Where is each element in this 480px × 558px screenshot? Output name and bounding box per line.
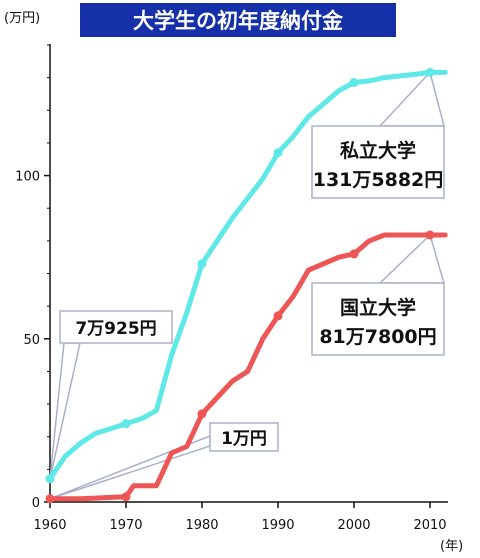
data-point <box>273 148 283 158</box>
callout-line: 私立大学 <box>340 139 416 162</box>
chart-title: 大学生の初年度納付金 <box>133 9 344 33</box>
callout-private-1960: 7万925円 <box>59 310 173 344</box>
data-point <box>45 494 55 504</box>
callout-box <box>59 310 173 344</box>
y-tick-label: 100 <box>15 170 40 185</box>
data-point <box>121 492 131 502</box>
callout-private-2010: 私立大学 131万5882円 <box>311 125 445 199</box>
callout-box <box>209 422 279 452</box>
data-point <box>121 419 131 429</box>
data-point <box>197 409 207 419</box>
ticks-layer: 1960 1970 1980 1990 2000 2010 0 50 100 <box>15 44 447 533</box>
callout-line: 1万円 <box>221 429 267 449</box>
callout-line: 131万5882円 <box>313 169 444 191</box>
callout-box <box>311 282 445 356</box>
callout-pointer <box>378 70 445 127</box>
x-unit-label: (年) <box>440 539 463 554</box>
callout-pointer <box>378 233 445 284</box>
callout-line: 国立大学 <box>340 296 416 319</box>
callout-box <box>311 125 445 199</box>
x-tick-label: 1990 <box>261 518 294 533</box>
series-line-national <box>47 232 448 502</box>
x-tick-label: 1980 <box>185 518 218 533</box>
data-point <box>425 230 435 240</box>
series-line-private <box>47 69 448 482</box>
title-banner <box>80 3 396 37</box>
data-point <box>349 78 359 88</box>
callout-line: 7万925円 <box>75 319 156 339</box>
callout-national-1960: 1万円 <box>209 422 279 452</box>
x-tick-label: 1970 <box>109 518 142 533</box>
data-point <box>45 474 55 484</box>
x-tick-label: 1960 <box>33 518 66 533</box>
y-unit-label: (万円) <box>4 11 40 26</box>
data-point <box>197 259 207 269</box>
x-tick-label: 2010 <box>413 518 446 533</box>
data-point <box>425 67 435 77</box>
callout-line: 81万7800円 <box>319 326 436 348</box>
callout-national-2010: 国立大学 81万7800円 <box>311 282 445 356</box>
data-point <box>273 311 283 321</box>
y-tick-label: 0 <box>32 496 40 511</box>
data-point <box>349 249 359 259</box>
y-tick-label: 50 <box>23 333 40 348</box>
markers-layer <box>45 67 435 504</box>
x-tick-label: 2000 <box>337 518 370 533</box>
series-layer <box>47 69 448 502</box>
